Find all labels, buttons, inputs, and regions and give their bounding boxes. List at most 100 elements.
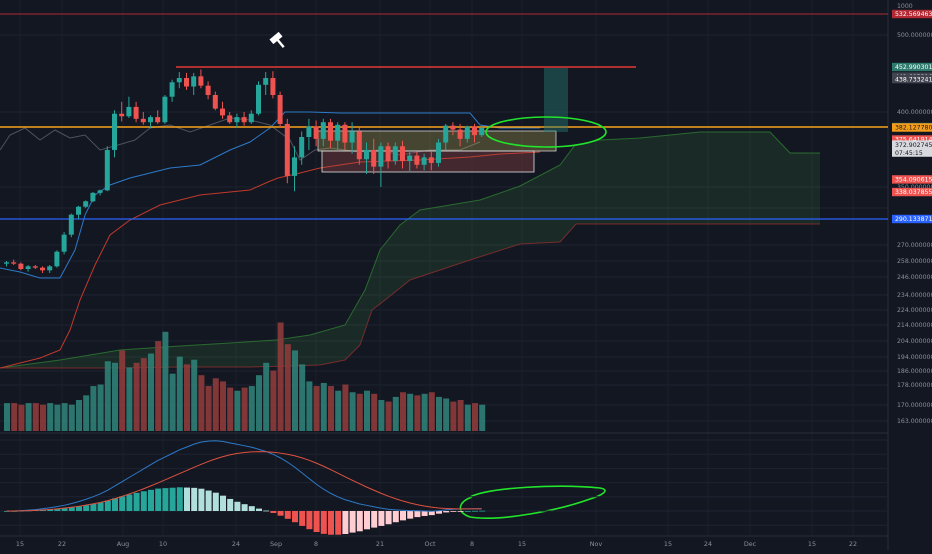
price-tick-label-9: 214.000000: [897, 322, 932, 329]
candle-59[interactable]: [428, 151, 434, 171]
candle-54[interactable]: [392, 142, 398, 165]
candle-52[interactable]: [378, 142, 384, 187]
macd-hist-49: [356, 511, 363, 532]
candle-10[interactable]: [76, 205, 81, 220]
candle-44[interactable]: [320, 118, 326, 147]
candle-6[interactable]: [47, 265, 53, 273]
candle-34[interactable]: [248, 110, 254, 124]
macd-hist-26: [191, 487, 198, 511]
candle-46[interactable]: [335, 122, 341, 150]
price-tick-label-0: 1000: [897, 3, 913, 10]
macd-hist-15: [112, 498, 118, 511]
candle-8[interactable]: [61, 232, 67, 255]
candle-38[interactable]: [277, 91, 283, 128]
candle-17[interactable]: [126, 96, 132, 118]
candle-25[interactable]: [184, 72, 189, 90]
candle-4[interactable]: [32, 265, 38, 269]
candle-13[interactable]: [97, 189, 103, 196]
candle-20[interactable]: [148, 115, 153, 128]
candle-body-16: [119, 113, 125, 117]
candle-51[interactable]: [371, 138, 377, 175]
volume-bar-3: [25, 403, 32, 431]
candle-21[interactable]: [155, 110, 161, 124]
price-badge-label-11: 290.133871: [895, 216, 932, 223]
macd-hist-39: [284, 511, 291, 519]
candle-3[interactable]: [25, 265, 31, 272]
candle-65[interactable]: [472, 123, 477, 143]
macd-hist-59: [428, 511, 435, 516]
candle-62[interactable]: [450, 122, 456, 136]
candle-53[interactable]: [385, 142, 391, 169]
time-tick-label-15: 15: [808, 540, 816, 548]
candle-0[interactable]: [4, 261, 9, 267]
candle-50[interactable]: [364, 142, 369, 175]
candle-42[interactable]: [306, 118, 312, 150]
candle-18[interactable]: [133, 101, 139, 123]
candle-31[interactable]: [227, 112, 233, 124]
price-tick-label-1: 500.000000: [897, 32, 932, 39]
candle-66[interactable]: [479, 125, 485, 137]
candle-19[interactable]: [140, 112, 146, 125]
candle-49[interactable]: [356, 127, 362, 165]
candle-40[interactable]: [292, 146, 297, 192]
candle-16[interactable]: [119, 101, 125, 122]
candle-body-50: [364, 149, 369, 160]
candle-body-23: [169, 82, 175, 97]
candle-28[interactable]: [205, 81, 211, 100]
volume-bar-10: [76, 400, 82, 431]
candle-43[interactable]: [313, 120, 319, 147]
candle-5[interactable]: [40, 266, 45, 273]
candle-11[interactable]: [83, 200, 89, 208]
candle-32[interactable]: [234, 113, 240, 128]
candle-body-46: [335, 124, 341, 141]
candle-body-6: [47, 266, 53, 271]
candles[interactable]: [4, 69, 485, 273]
candle-33[interactable]: [241, 112, 247, 126]
candle-47[interactable]: [342, 122, 348, 150]
candle-26[interactable]: [191, 72, 197, 96]
candle-61[interactable]: [443, 123, 449, 150]
time-axis[interactable]: 15 22 Aug 10 24 Sep 8 21 Oct 8 15 Nov 15 24 Dec 15 22: [16, 540, 857, 548]
macd-hist-66: [479, 510, 486, 512]
candle-29[interactable]: [212, 91, 218, 111]
candle-23[interactable]: [169, 79, 175, 102]
candle-63[interactable]: [457, 123, 463, 147]
candle-7[interactable]: [54, 250, 60, 268]
macd-hist-41: [299, 511, 306, 526]
candle-15[interactable]: [112, 110, 117, 158]
price-axis[interactable]: 1000 500.000000 400.000000 350.000000 270.00…: [889, 0, 932, 550]
candle-64[interactable]: [464, 125, 470, 143]
candle-56[interactable]: [407, 149, 413, 173]
candle-45[interactable]: [328, 118, 333, 149]
macd-hist-11: [83, 505, 90, 511]
macd-hist-34: [248, 506, 255, 511]
candle-12[interactable]: [90, 192, 96, 203]
hammer-handle: [276, 38, 285, 48]
price-tick-label-6: 246.000000: [897, 274, 932, 281]
macd-hist-42: [306, 511, 313, 530]
candle-body-29: [212, 95, 218, 109]
macd-hist-23: [169, 487, 176, 511]
price-tick-label-11: 194.000000: [897, 354, 932, 361]
candle-35[interactable]: [256, 81, 261, 116]
candle-48[interactable]: [349, 122, 355, 154]
candle-57[interactable]: [414, 151, 420, 169]
candle-27[interactable]: [198, 69, 204, 89]
macd-hist-60: [436, 511, 442, 514]
candle-1[interactable]: [11, 259, 17, 265]
candle-55[interactable]: [400, 140, 405, 169]
candle-30[interactable]: [220, 101, 225, 119]
candle-22[interactable]: [162, 95, 168, 124]
candle-37[interactable]: [270, 71, 276, 99]
candle-41[interactable]: [299, 131, 305, 165]
candle-36[interactable]: [263, 72, 269, 96]
candle-2[interactable]: [18, 262, 24, 271]
candle-60[interactable]: [436, 138, 441, 167]
price-tick-label-4: 270.000000: [897, 242, 932, 249]
candle-58[interactable]: [421, 153, 427, 171]
candle-39[interactable]: [284, 118, 290, 184]
candle-24[interactable]: [176, 72, 182, 89]
candle-9[interactable]: [68, 213, 74, 238]
candle-14[interactable]: [104, 146, 110, 192]
